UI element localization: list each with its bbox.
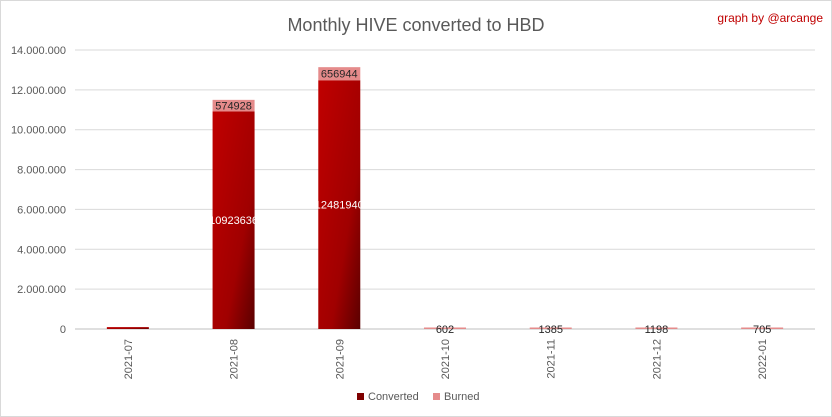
legend-swatch-converted	[357, 393, 364, 400]
bar-burned	[212, 99, 255, 112]
data-label-burned: 602	[436, 324, 454, 336]
y-tick-label: 10.000.000	[11, 125, 66, 137]
y-tick-label: 4.000.000	[17, 244, 66, 256]
data-label-burned: 656944	[321, 69, 358, 81]
data-label-burned: 1385	[538, 324, 562, 336]
bar-converted	[212, 111, 255, 329]
bar-burned	[424, 327, 466, 329]
chart-credit: graph by @arcange	[717, 11, 823, 25]
bar-burned	[635, 327, 678, 329]
x-tick-label: 2021-08	[229, 339, 241, 379]
bar-burned	[318, 67, 361, 81]
y-tick-label: 8.000.000	[17, 165, 66, 177]
data-label-converted: 12481940	[315, 200, 364, 212]
x-tick-label: 2021-10	[440, 339, 452, 379]
legend-swatch-burned	[433, 393, 440, 400]
y-tick-label: 0	[60, 324, 66, 336]
data-label-burned: 574928	[215, 101, 252, 113]
y-tick-label: 2.000.000	[17, 284, 66, 296]
x-axis: 2021-07 2021-08 2021-09 2021-10 2021-11 2021-…	[123, 339, 769, 379]
x-tick-label: 2021-12	[651, 339, 663, 379]
bar-converted	[318, 80, 361, 329]
bar-converted	[106, 327, 149, 329]
gridlines	[75, 49, 815, 330]
x-tick-label: 2021-07	[123, 339, 135, 379]
x-tick-label: 2022-01	[757, 339, 769, 379]
y-tick-label: 6.000.000	[17, 204, 66, 216]
y-tick-label: 12.000.000	[11, 85, 66, 97]
y-axis: 0 2.000.000 4.000.000 6.000.000 8.000.000 10.…	[11, 45, 66, 336]
data-label-converted: 10923636	[209, 215, 258, 227]
x-tick-label: 2021-09	[334, 339, 346, 379]
bars: 10923636 574928 12481940 656944 602 1385 1198 7…	[106, 67, 784, 336]
data-label-burned: 1198	[645, 324, 669, 336]
legend-label-burned: Burned	[444, 391, 479, 403]
chart-title: Monthly HIVE converted to HBD	[287, 15, 544, 35]
legend-label-converted: Converted	[368, 391, 419, 403]
legend: Converted Burned	[357, 391, 479, 403]
x-tick-label: 2021-11	[546, 339, 558, 379]
y-tick-label: 14.000.000	[11, 45, 66, 57]
bar-burned	[741, 327, 784, 329]
bar-burned	[529, 327, 572, 329]
data-label-burned: 705	[753, 324, 771, 336]
